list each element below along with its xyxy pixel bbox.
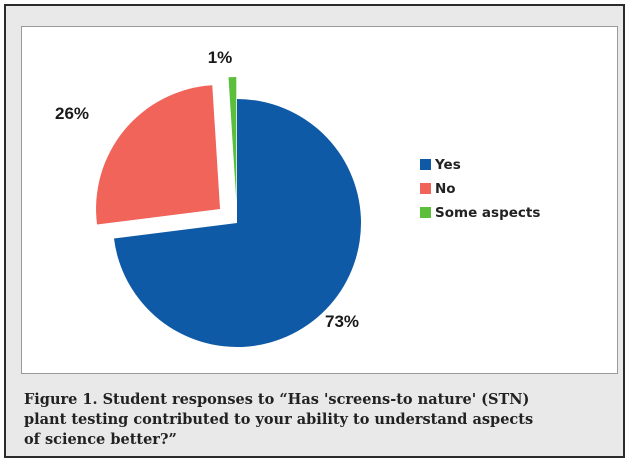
figure-caption: Figure 1. Student responses to “Has 'scr…: [24, 390, 624, 450]
legend: Yes No Some aspects: [420, 157, 540, 221]
caption-line: Figure 1. Student responses to “Has 'scr…: [24, 391, 530, 408]
caption-line: of science better?”: [24, 431, 177, 448]
slice-labels: 73% 26% 1%: [55, 48, 359, 331]
legend-swatch-some-aspects: [420, 207, 431, 218]
legend-swatch-yes: [420, 159, 431, 170]
pie-slice-yes: [113, 99, 361, 347]
pie-slice-no: [96, 85, 221, 225]
slice-label-some-aspects: 1%: [208, 48, 233, 67]
pie-slice-some-aspects: [228, 77, 237, 202]
slice-label-no: 26%: [55, 104, 89, 123]
legend-label-yes: Yes: [434, 157, 461, 173]
figure-frame: 73% 26% 1% Yes No Some aspects Figure 1. Stu…: [4, 4, 625, 458]
slice-label-yes: 73%: [325, 312, 359, 331]
pie-slices: [96, 77, 361, 347]
legend-label-no: No: [435, 181, 456, 197]
legend-swatch-no: [420, 183, 431, 194]
pie-chart: 73% 26% 1% Yes No Some aspects: [21, 26, 618, 374]
legend-label-some-aspects: Some aspects: [435, 205, 540, 221]
pie-chart-svg: 73% 26% 1% Yes No Some aspects: [55, 48, 540, 347]
caption-line: plant testing contributed to your abilit…: [24, 411, 534, 428]
